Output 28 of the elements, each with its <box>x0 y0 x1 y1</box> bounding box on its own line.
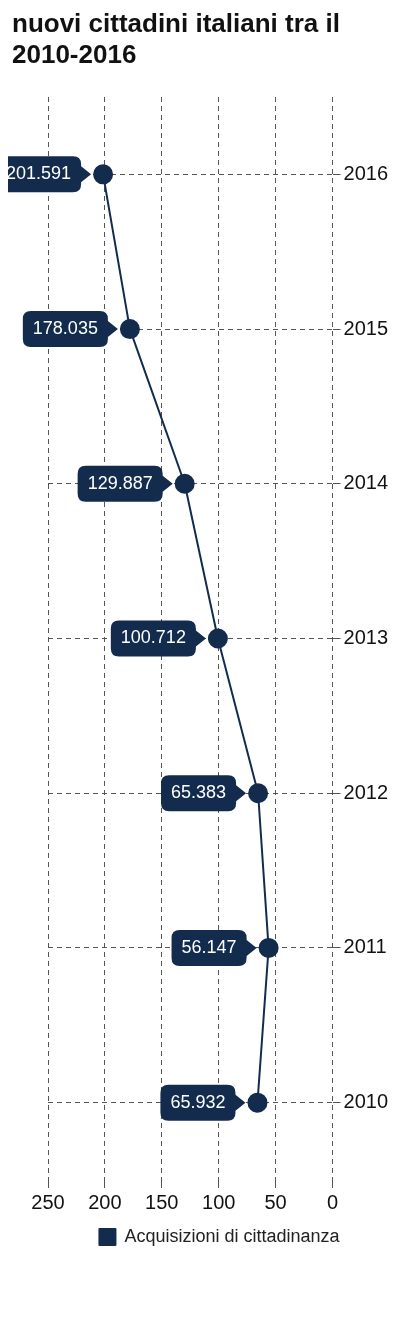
y-tick-label: 2012 <box>343 780 389 803</box>
x-tick-label: 150 <box>145 1190 179 1213</box>
data-label: 56.147 <box>181 936 237 957</box>
data-label: 65.383 <box>171 782 227 803</box>
point <box>258 937 279 958</box>
x-tick-label: 0 <box>326 1190 339 1213</box>
y-tick-label: 2010 <box>343 1090 389 1113</box>
point <box>248 783 269 804</box>
x-tick-label: 100 <box>202 1190 236 1213</box>
point <box>207 628 228 649</box>
legend-label: Acquisizioni di cittadinanza <box>124 1225 341 1246</box>
point <box>119 319 140 340</box>
x-tick-label: 200 <box>88 1190 122 1213</box>
data-label: 129.887 <box>87 472 153 493</box>
y-tick-label: 2011 <box>343 935 387 958</box>
y-tick-label: 2013 <box>343 626 389 649</box>
data-label: 178.035 <box>32 318 98 339</box>
data-label: 65.932 <box>170 1091 226 1112</box>
point <box>247 1092 268 1113</box>
chart-title: nuovi cittadini italiani tra il 2010-2016 <box>12 8 341 70</box>
point <box>93 164 114 185</box>
y-tick-label: 2014 <box>343 471 389 494</box>
x-tick-label: 250 <box>31 1190 65 1213</box>
x-tick-label: 50 <box>264 1190 287 1213</box>
y-tick-label: 2015 <box>343 316 389 339</box>
y-tick-label: 2016 <box>343 161 389 184</box>
data-label: 100.712 <box>120 627 186 648</box>
point <box>174 473 195 494</box>
